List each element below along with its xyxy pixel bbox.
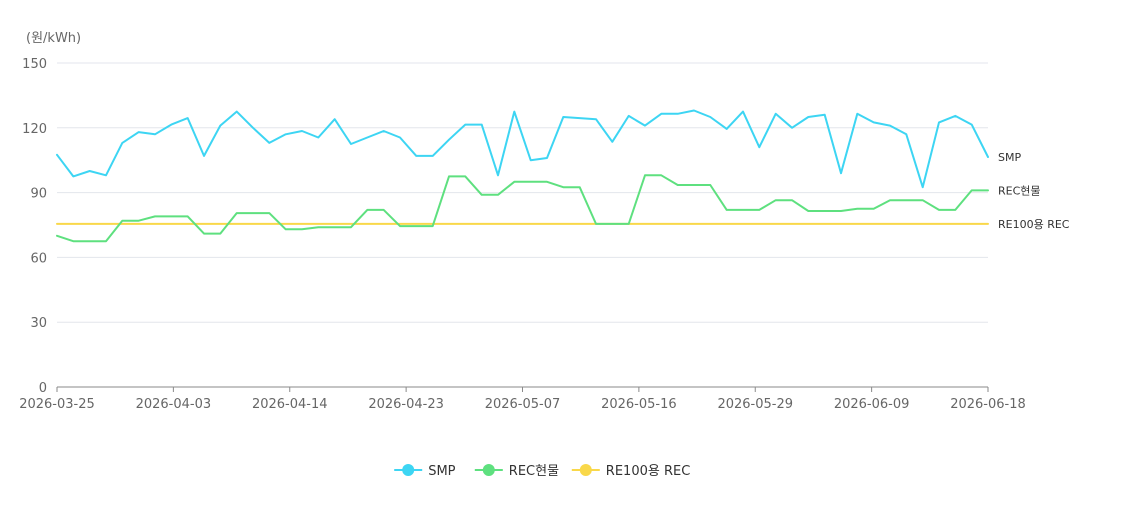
legend-marker — [579, 464, 592, 476]
legend-item[interactable]: RE100용 REC — [571, 464, 690, 479]
legend-marker — [482, 464, 495, 476]
legend-label: REC현물 — [509, 464, 559, 479]
legend-label: SMP — [428, 464, 455, 479]
x-tick-label: 2026-04-03 — [136, 397, 212, 412]
x-tick-label: 2026-03-25 — [19, 397, 95, 412]
series-line-0[interactable] — [56, 109, 989, 189]
legend-label: RE100용 REC — [606, 464, 690, 479]
series-line-1[interactable] — [56, 174, 989, 243]
grid-lines — [57, 62, 988, 323]
series-end-label: SMP — [998, 151, 1021, 164]
x-tick-label: 2026-05-16 — [601, 397, 677, 412]
legend-item[interactable]: SMP — [394, 464, 456, 479]
y-tick-label: 0 — [39, 381, 47, 396]
axes: 0 30 60 90 120 150 2026-03-25 2026-04-03 2026-04… — [19, 57, 1026, 412]
x-tick-label: 2026-04-23 — [368, 397, 444, 412]
y-axis-unit-label: (원/kWh) — [26, 31, 81, 46]
y-tick-label: 30 — [30, 316, 47, 331]
end-labels: SMP REC현물 RE100용 REC — [998, 151, 1070, 231]
x-tick-label: 2026-05-07 — [485, 397, 561, 412]
legend-item[interactable]: REC현물 — [474, 464, 559, 479]
y-tick-label: 90 — [30, 187, 47, 202]
x-tick-label: 2026-06-18 — [950, 397, 1026, 412]
y-tick-label: 150 — [22, 57, 47, 72]
series-end-label: REC현물 — [998, 184, 1041, 197]
series-end-label: RE100용 REC — [998, 218, 1070, 231]
legend: SMP REC현물 RE100용 REC — [394, 464, 690, 479]
x-tick-label: 2026-04-14 — [252, 397, 328, 412]
y-tick-label: 60 — [30, 251, 47, 266]
y-tick-label: 120 — [22, 122, 47, 137]
legend-marker — [402, 464, 415, 476]
series-lines — [56, 109, 989, 243]
x-tick-label: 2026-05-29 — [717, 397, 793, 412]
x-tick-label: 2026-06-09 — [834, 397, 910, 412]
